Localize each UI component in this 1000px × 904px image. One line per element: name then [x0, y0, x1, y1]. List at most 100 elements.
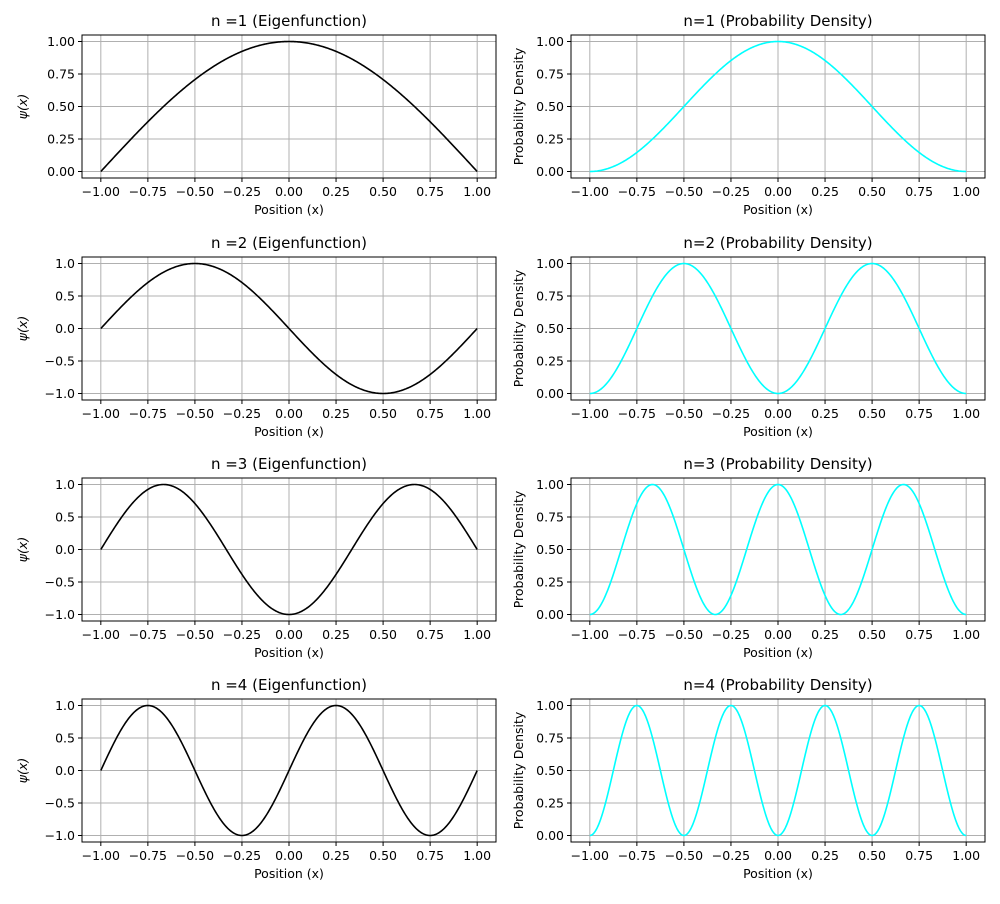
y-tick-label: 0.0	[55, 542, 75, 557]
y-tick-label: −0.5	[45, 354, 75, 369]
x-axis-label: Position (x)	[254, 866, 324, 881]
subplot-title: n =4 (Eigenfunction)	[211, 676, 367, 694]
y-tick-label: 1.0	[55, 698, 75, 713]
x-tick-label: 0.25	[322, 627, 350, 642]
y-tick-label: 1.0	[55, 477, 75, 492]
series-line	[589, 40, 967, 173]
subplot-title: n=2 (Probability Density)	[683, 234, 872, 252]
x-tick-label: −0.75	[129, 627, 167, 642]
x-axis-label: Position (x)	[254, 424, 324, 439]
x-axis-label: Position (x)	[743, 866, 813, 881]
x-tick-label: −0.75	[618, 184, 656, 199]
x-tick-label: −0.50	[665, 848, 703, 863]
x-tick-label: −0.50	[665, 406, 703, 421]
y-axis-label: Probability Density	[511, 269, 526, 387]
y-axis-label: ψ(x)	[15, 94, 30, 119]
series-line	[589, 704, 967, 837]
x-tick-label: −0.25	[712, 184, 750, 199]
y-tick-label: 0.50	[536, 763, 564, 778]
x-tick-label: −0.25	[712, 406, 750, 421]
x-tick-label: −0.50	[176, 406, 214, 421]
x-tick-label: 0.50	[369, 406, 397, 421]
y-tick-label: 0.75	[536, 67, 564, 82]
y-tick-label: 0.50	[536, 542, 564, 557]
x-tick-label: −0.25	[712, 627, 750, 642]
x-tick-label: −0.50	[665, 184, 703, 199]
subplot-3: −1.00 −0.75 −0.50 −0.25 0.00 0.25 0.50 0.75 1.00…	[15, 234, 497, 439]
x-tick-label: −1.00	[571, 406, 609, 421]
x-tick-label: 1.00	[463, 184, 491, 199]
x-axis-label: Position (x)	[743, 202, 813, 217]
subplot-8: −1.00 −0.75 −0.50 −0.25 0.00 0.25 0.50 0.75 1.00…	[511, 676, 986, 881]
x-tick-label: −0.75	[618, 406, 656, 421]
x-tick-label: −0.75	[129, 406, 167, 421]
y-tick-label: 1.00	[536, 477, 564, 492]
y-tick-label: −0.5	[45, 575, 75, 590]
y-tick-label: −1.0	[45, 828, 75, 843]
series-line	[100, 483, 478, 616]
x-tick-label: 0.25	[322, 184, 350, 199]
y-tick-label: 0.0	[55, 763, 75, 778]
y-tick-label: 0.00	[536, 607, 564, 622]
x-tick-label: 0.25	[811, 627, 839, 642]
series-line	[100, 40, 478, 173]
series-line	[589, 262, 967, 395]
x-tick-label: −1.00	[82, 184, 120, 199]
x-axis-label: Position (x)	[743, 645, 813, 660]
y-tick-label: 0.75	[536, 289, 564, 304]
x-tick-label: 1.00	[952, 848, 980, 863]
x-tick-label: 0.00	[275, 848, 303, 863]
y-tick-label: 0.25	[536, 575, 564, 590]
x-tick-label: −0.50	[176, 627, 214, 642]
x-tick-label: 0.25	[811, 406, 839, 421]
x-tick-label: −0.50	[665, 627, 703, 642]
x-tick-label: 0.75	[416, 184, 444, 199]
x-tick-label: 0.00	[275, 627, 303, 642]
x-tick-label: −1.00	[571, 627, 609, 642]
subplot-title: n =3 (Eigenfunction)	[211, 455, 367, 473]
x-tick-label: 0.50	[858, 184, 886, 199]
x-tick-label: 0.50	[369, 848, 397, 863]
series-line	[589, 483, 967, 616]
x-tick-label: 0.25	[811, 184, 839, 199]
y-tick-label: 0.75	[47, 67, 75, 82]
x-tick-label: 0.50	[858, 627, 886, 642]
y-tick-label: 0.25	[47, 132, 75, 147]
y-tick-label: 0.00	[536, 828, 564, 843]
y-tick-label: −1.0	[45, 386, 75, 401]
x-tick-label: 0.50	[858, 848, 886, 863]
x-tick-label: 1.00	[952, 627, 980, 642]
x-tick-label: 0.75	[905, 184, 933, 199]
x-tick-label: −1.00	[571, 848, 609, 863]
x-tick-label: 0.00	[764, 627, 792, 642]
subplot-6: −1.00 −0.75 −0.50 −0.25 0.00 0.25 0.50 0.75 1.00…	[511, 455, 986, 660]
y-axis-label: ψ(x)	[15, 316, 30, 341]
x-axis-label: Position (x)	[743, 424, 813, 439]
x-tick-label: 1.00	[463, 848, 491, 863]
x-tick-label: −0.25	[223, 406, 261, 421]
x-tick-label: 0.00	[764, 184, 792, 199]
y-tick-label: 1.00	[536, 698, 564, 713]
y-tick-label: 0.5	[55, 510, 75, 525]
y-tick-label: 0.00	[536, 386, 564, 401]
subplot-title: n=1 (Probability Density)	[683, 12, 872, 30]
y-tick-label: 0.00	[47, 164, 75, 179]
x-tick-label: −0.25	[223, 848, 261, 863]
x-tick-label: −0.50	[176, 184, 214, 199]
x-tick-label: 0.50	[858, 406, 886, 421]
series-line	[100, 704, 478, 837]
subplot-title: n=3 (Probability Density)	[683, 455, 872, 473]
series-line	[100, 262, 478, 395]
x-tick-label: 0.75	[905, 848, 933, 863]
y-axis-label: ψ(x)	[15, 537, 30, 562]
x-tick-label: 0.00	[275, 406, 303, 421]
y-tick-label: 0.00	[536, 164, 564, 179]
x-tick-label: 0.50	[369, 627, 397, 642]
x-tick-label: 0.75	[416, 406, 444, 421]
x-tick-label: −0.75	[129, 184, 167, 199]
y-tick-label: 0.25	[536, 132, 564, 147]
y-axis-label: Probability Density	[511, 490, 526, 608]
subplot-2: −1.00 −0.75 −0.50 −0.25 0.00 0.25 0.50 0.75 1.00…	[511, 12, 986, 217]
